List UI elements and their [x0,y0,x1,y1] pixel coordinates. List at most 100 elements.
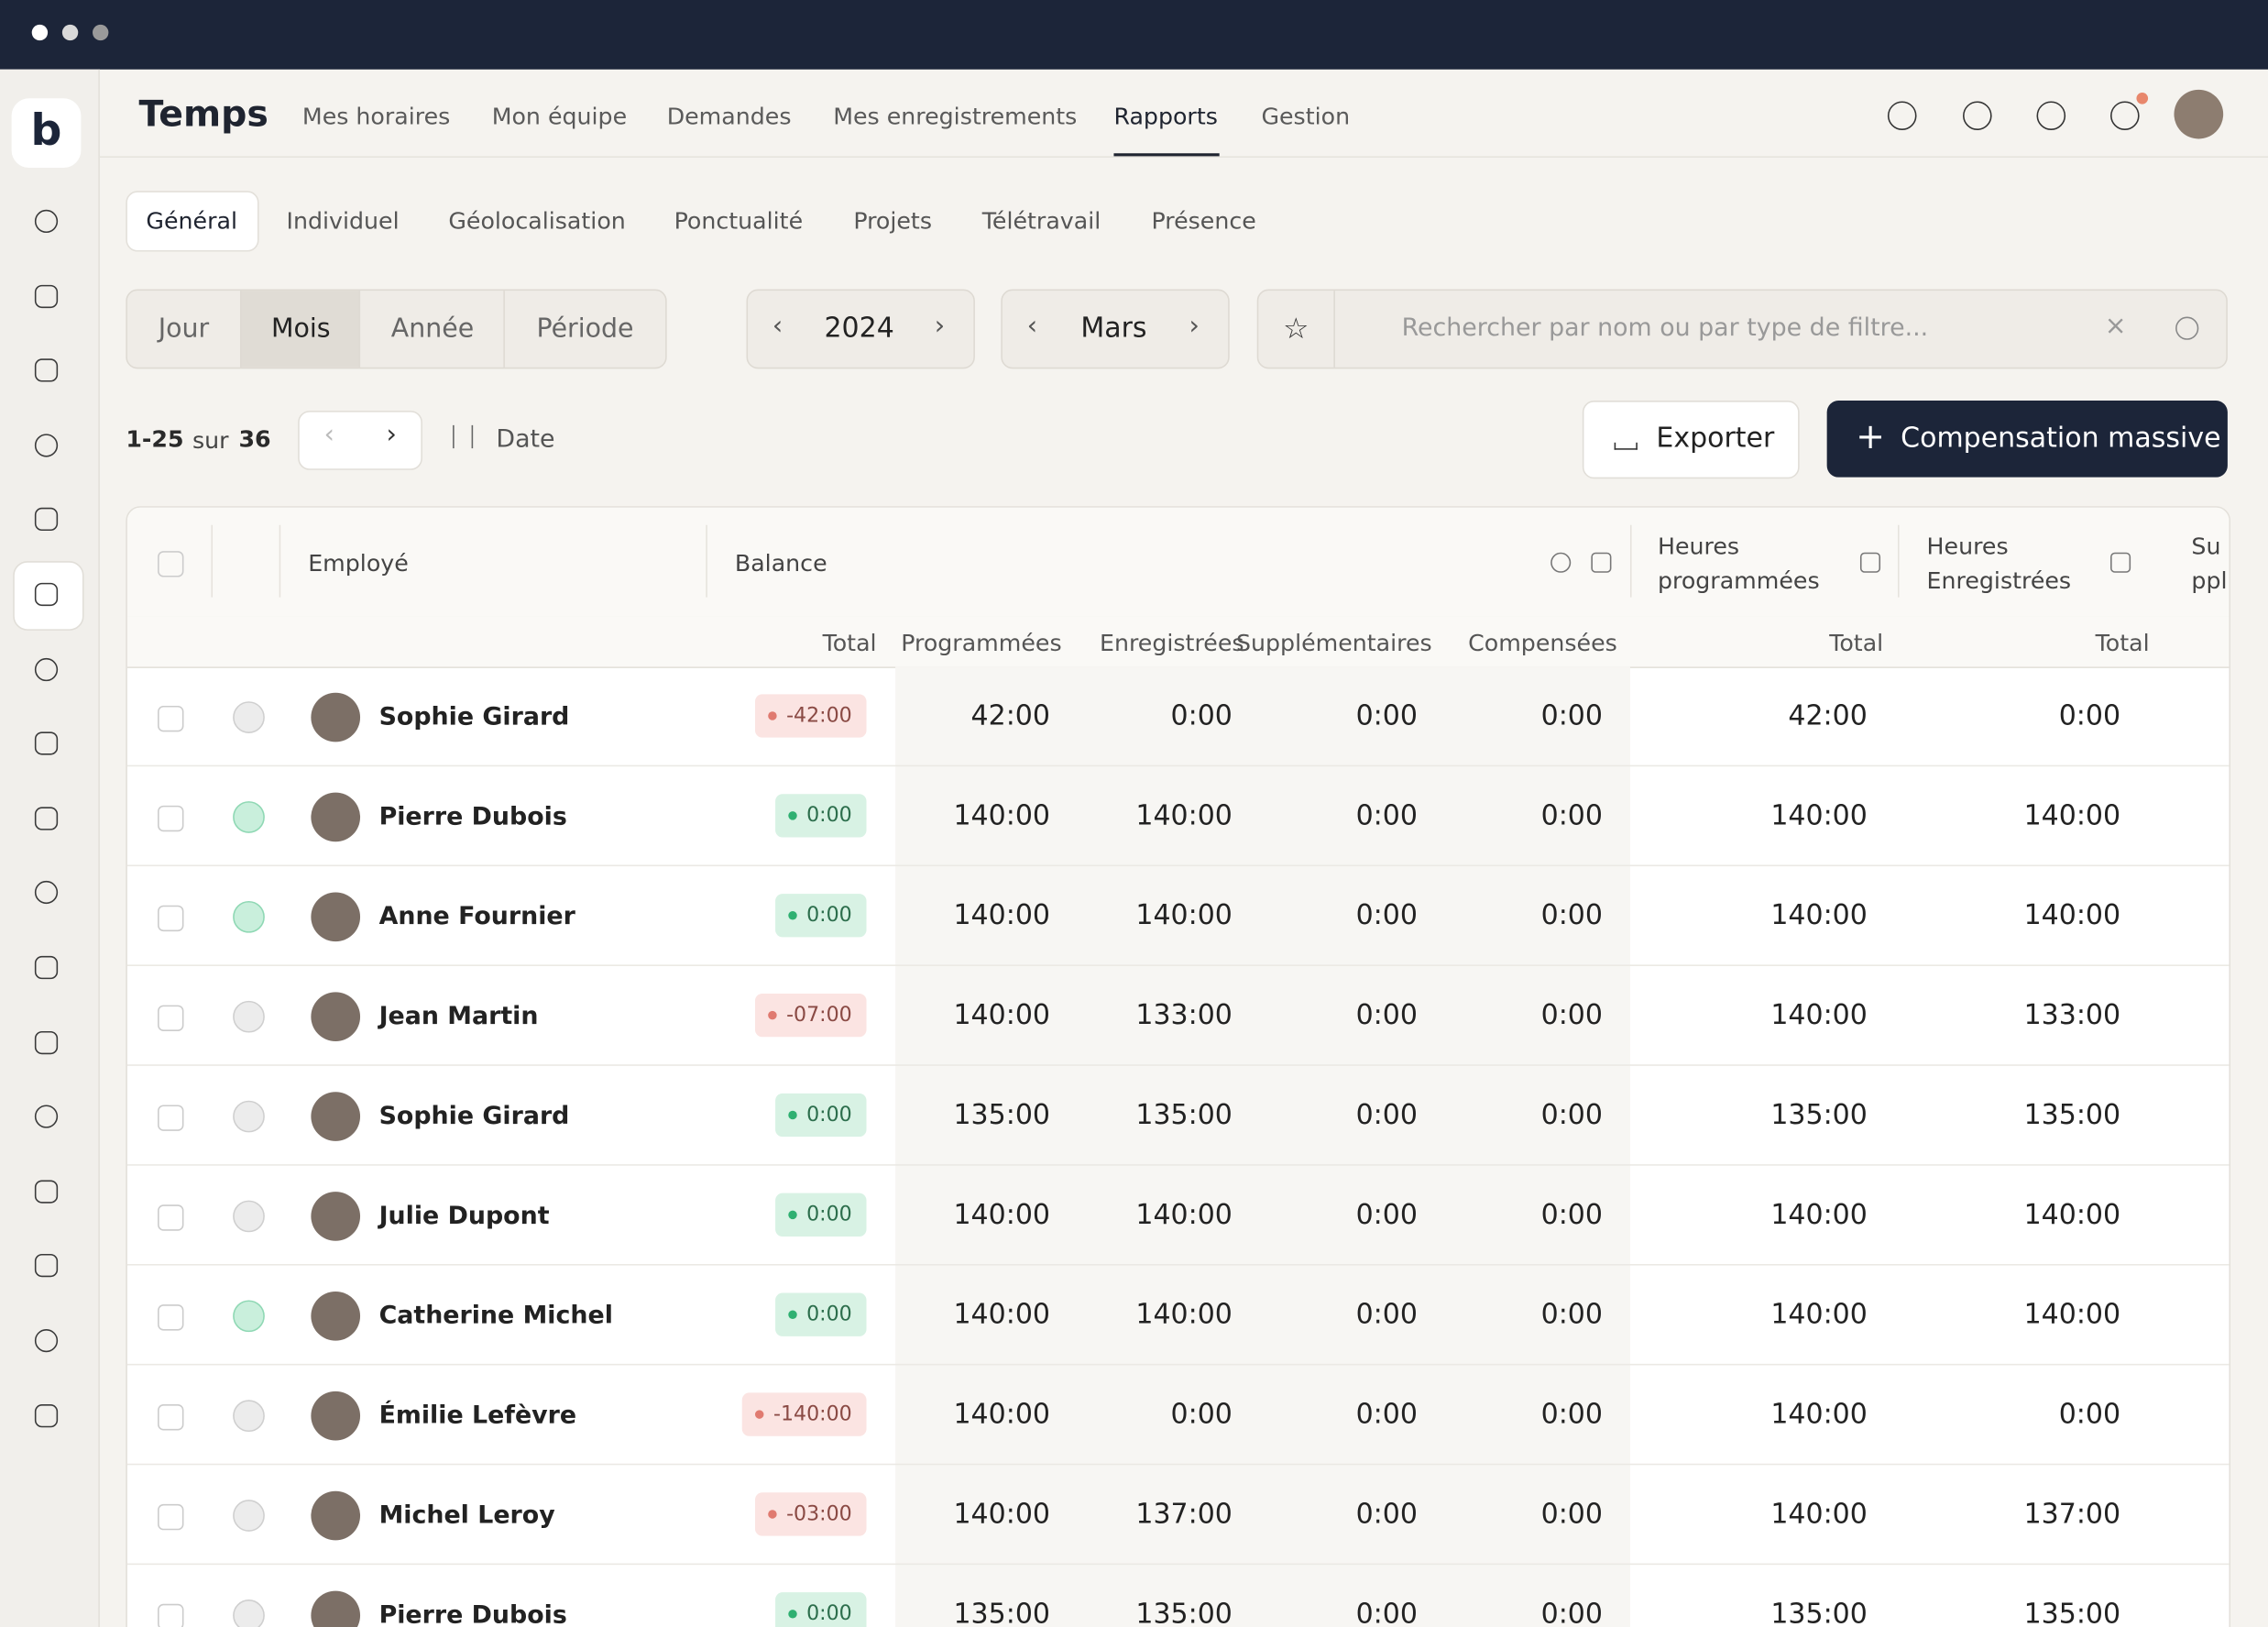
period-button[interactable]: Année [358,291,504,368]
row-checkbox[interactable] [158,805,184,832]
sidebar-icon[interactable] [34,657,59,681]
row-checkbox[interactable] [158,1204,184,1231]
sidebar-icon[interactable] [34,358,59,382]
stepper-prev[interactable]: ‹ [1026,311,1038,342]
header-icon[interactable] [2110,101,2140,131]
period-button[interactable]: Période [503,291,665,368]
cell: 0:00 [1540,1398,1603,1431]
page-prev[interactable]: ‹ [323,419,334,450]
employee-name: Émilie Lefèvre [378,1401,577,1431]
tab[interactable]: Individuel [286,206,400,235]
row-border [126,1563,2230,1566]
nav-link[interactable]: Mon équipe [491,103,628,131]
employee-avatar [311,692,361,742]
header-icon[interactable] [2036,101,2066,131]
favorite-button[interactable]: ☆ [1258,291,1335,368]
search-input[interactable]: Rechercher par nom ou par type de filtre… [1401,313,1929,343]
cell: 0:00 [1540,999,1603,1031]
status-dot [233,801,265,833]
status-dot [233,701,265,733]
cell: 137:00 [2023,1498,2121,1531]
sidebar-icon[interactable] [34,1328,59,1353]
status-dot [233,1100,265,1133]
sidebar-icon[interactable] [34,209,59,234]
collapse-icon [1591,552,1612,573]
tab[interactable]: Télétravail [981,206,1101,235]
stepper [746,289,975,369]
sidebar-icon[interactable] [34,881,59,905]
export-button[interactable] [1582,401,1800,479]
pill-dot [767,1510,777,1519]
nav-link[interactable]: Demandes [666,103,792,131]
row-border [126,1164,2230,1166]
cell: 0:00 [1355,899,1418,932]
cell: 140:00 [953,1498,1050,1531]
stepper-value: 2024 [824,312,894,345]
row-border [126,764,2230,767]
tab[interactable]: Présence [1151,206,1256,235]
column-band [895,666,1630,1627]
sidebar-icon[interactable] [34,508,59,532]
header-icon[interactable] [1887,101,1917,131]
page-next[interactable]: › [386,419,397,450]
nav-link[interactable]: Rapports [1113,103,1218,131]
sidebar-icon[interactable] [34,955,59,980]
avatar[interactable] [2174,89,2224,139]
stepper-next[interactable]: › [934,311,946,342]
pill-dot [787,1110,797,1120]
nav-link[interactable]: Gestion [1261,103,1351,131]
balance-pill: -42:00 [754,694,867,738]
search-clear[interactable]: × [2104,311,2127,342]
sidebar-icon[interactable] [34,284,59,308]
cell: 0:00 [1355,1598,1418,1627]
status-dot [233,1600,265,1627]
tab[interactable]: Projets [853,206,932,235]
nav-link[interactable]: Mes enregistrements [833,103,1078,131]
row-checkbox[interactable] [158,905,184,932]
row-checkbox[interactable] [158,1304,184,1331]
subheader: Supplémentaires [1235,629,1432,657]
compensate-button[interactable] [1826,401,2228,478]
cell: 0:00 [1540,699,1603,732]
cell: 0:00 [1540,1598,1603,1627]
row-border [126,1263,2230,1266]
row-checkbox[interactable] [158,705,184,732]
row-checkbox[interactable] [158,1005,184,1031]
sidebar-icon[interactable] [34,1105,59,1128]
sidebar-icon[interactable] [34,1254,59,1278]
sidebar-icon[interactable] [34,1180,59,1204]
row-checkbox[interactable] [158,1603,184,1627]
cell: 135:00 [953,1099,1050,1131]
sidebar-icon[interactable] [34,731,59,755]
cell: 140:00 [953,799,1050,832]
cell: 140:00 [1770,999,1868,1031]
sort-label[interactable]: Date [496,424,555,455]
cell: 140:00 [1135,899,1233,932]
tab[interactable]: Géolocalisation [448,206,626,235]
sidebar-icon[interactable] [34,807,59,830]
cell: 0:00 [2058,1398,2121,1431]
app-title: Temps [138,92,268,135]
cell: 140:00 [1770,1398,1868,1431]
cell: 0:00 [1355,1198,1418,1231]
row-checkbox[interactable] [158,1404,184,1431]
header-icon[interactable] [1963,101,1992,131]
cell: 135:00 [1135,1598,1233,1627]
nav-link[interactable]: Mes horaires [301,103,451,131]
tab[interactable]: Ponctualité [674,206,804,235]
row-checkbox[interactable] [158,1503,184,1531]
tab[interactable]: Général [146,206,237,235]
logo: b [11,98,82,169]
stepper-prev[interactable]: ‹ [772,311,783,342]
cell: 0:00 [2058,699,2121,732]
sidebar-icon[interactable] [34,1030,59,1054]
sidebar-icon[interactable] [34,434,59,457]
period-button[interactable]: Mois [240,291,361,368]
stepper-next[interactable]: › [1189,311,1200,342]
row-checkbox[interactable] [158,1105,184,1131]
row-border [126,864,2230,867]
period-button[interactable]: Jour [158,313,210,345]
sidebar-icon[interactable] [34,582,59,607]
sidebar-icon[interactable] [34,1403,59,1427]
export-label: Exporter [1656,422,1775,455]
